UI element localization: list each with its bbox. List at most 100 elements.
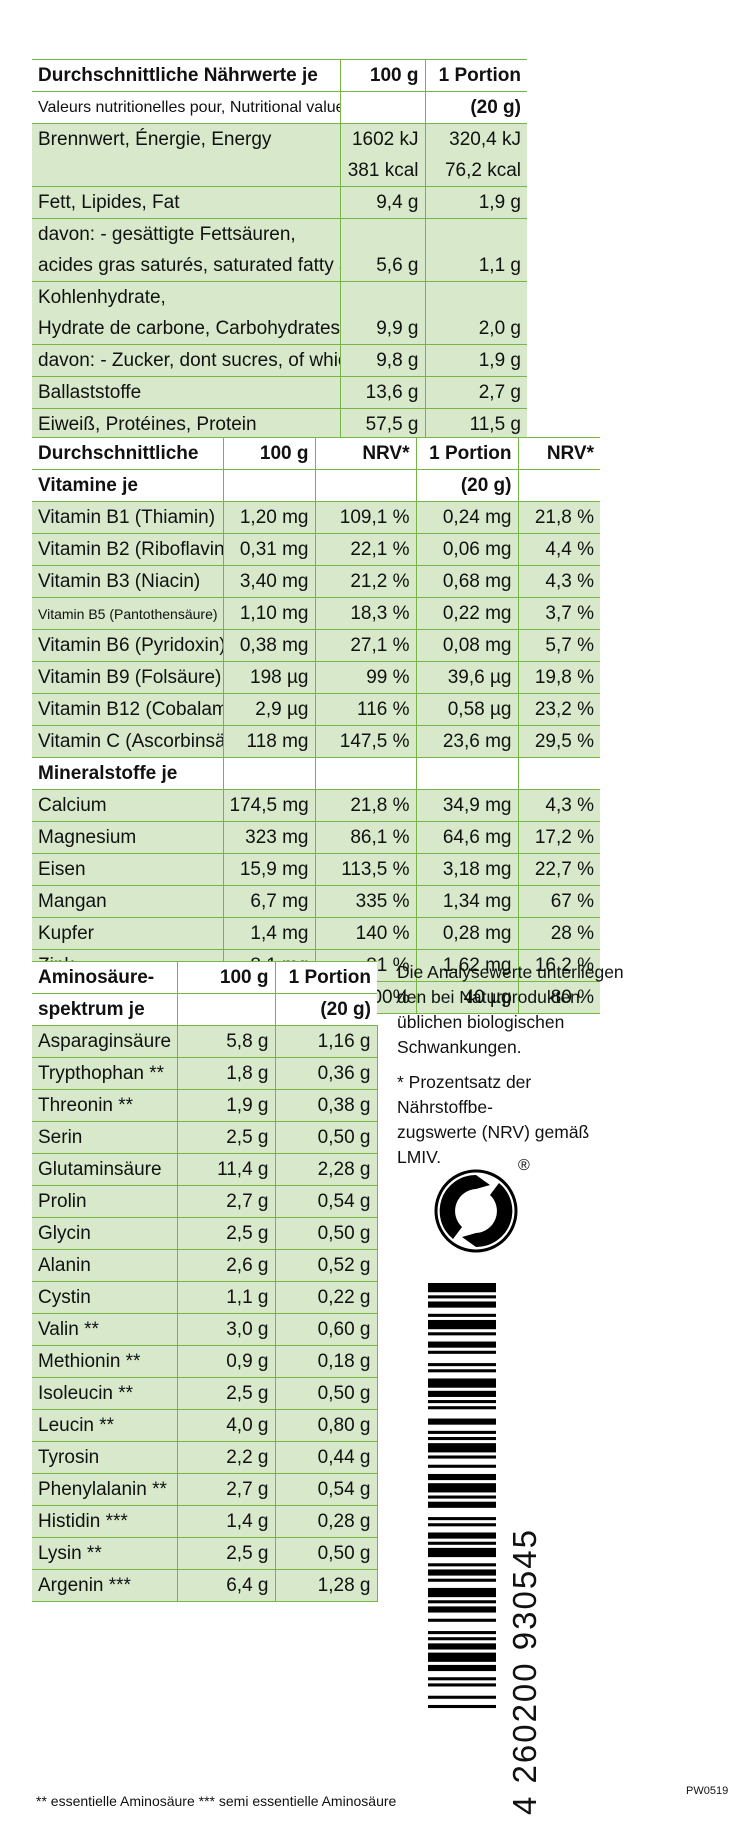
value-100g: 9,9 g [339, 313, 425, 345]
mineral-row: Calcium 174,5 mg 21,8 % 34,9 mg 4,3 % [32, 789, 600, 822]
value-100g: 2,5 g [176, 1217, 275, 1250]
amino-row: Tyrosin 2,2 g 0,44 g [32, 1441, 378, 1474]
value-100g: 15,9 mg [222, 853, 315, 886]
barcode-bar [428, 1547, 496, 1558]
value-100g: 0,9 g [176, 1345, 275, 1378]
analysis-note-line: den bei Naturprodukten [397, 987, 580, 1007]
header-empty [222, 469, 315, 502]
barcode-bar [428, 1430, 496, 1434]
header-title: spektrum je [32, 993, 177, 1026]
value-nrv-portion: 29,5 % [517, 725, 600, 758]
barcode-bar [428, 1677, 496, 1681]
amino-row: Methionin ** 0,9 g 0,18 g [32, 1345, 378, 1378]
value-100g: 0,31 mg [222, 533, 315, 566]
value-100g [339, 218, 425, 250]
barcode-bar [428, 1363, 496, 1367]
nutrition-row: Ballaststoffe 13,6 g 2,7 g [32, 376, 527, 409]
value-portion: 1,62 mg [415, 949, 518, 982]
value-100g: 13,6 g [339, 376, 425, 409]
value-100g: 2,7 g [176, 1473, 275, 1506]
amino-header-row: spektrum je (20 g) [32, 993, 377, 1026]
amino-row: Prolin 2,7 g 0,54 g [32, 1185, 378, 1218]
value-100g: 9,8 g [339, 344, 425, 377]
green-dot-recycling-icon [434, 1169, 518, 1253]
mineral-row: Kupfer 1,4 mg 140 % 0,28 mg 28 % [32, 917, 600, 950]
barcode: 4 260200 930545 [428, 1275, 568, 1815]
value-portion [424, 218, 527, 250]
nutrient-label [32, 155, 340, 187]
barcode-bar [428, 1341, 496, 1348]
mineral-name: Mangan [32, 885, 223, 918]
nutrition-row: Brennwert, Énergie, Energy 1602 kJ 320,4 k… [32, 123, 527, 155]
header-title: Durchschnittliche Nährwerte je [32, 59, 340, 92]
nutrient-label: Fett, Lipides, Fat [32, 186, 340, 219]
amino-row: Trypthophan ** 1,8 g 0,36 g [32, 1057, 378, 1090]
barcode-bars [428, 1283, 496, 1709]
amino-name: Cystin [32, 1281, 177, 1314]
amino-name: Glycin [32, 1217, 177, 1250]
barcode-bar [428, 1464, 496, 1468]
vitamin-name: Vitamin B12 (Cobalamin) [32, 693, 223, 726]
header-100g: 100 g [222, 437, 315, 470]
product-code: PW0519 [686, 1785, 729, 1797]
analysis-note-line: Schwankungen. [397, 1037, 522, 1057]
barcode-bar [428, 1369, 496, 1373]
header-100g: 100 g [339, 59, 425, 92]
value-portion: 0,36 g [274, 1057, 378, 1090]
barcode-bar [428, 1695, 496, 1699]
value-nrv-portion: 80 % [517, 981, 600, 1014]
mineral-name: Magnesium [32, 821, 223, 854]
value-nrv: 99 % [314, 661, 416, 694]
value-100g: 57,5 g [339, 408, 425, 441]
value-portion: 0,50 g [274, 1537, 378, 1570]
header-subtitle: Valeurs nutritionelles pour, Nutritional… [32, 91, 340, 124]
barcode-bar [428, 1378, 496, 1388]
value-100g: 381 kcal [339, 155, 425, 187]
mineral-name: Kupfer [32, 917, 223, 950]
nutrient-label: Eiweiß, Protéines, Protein [32, 408, 340, 441]
value-portion: 0,22 mg [415, 597, 518, 630]
value-portion: 2,0 g [424, 313, 527, 345]
value-100g: 6,7 mg [222, 885, 315, 918]
value-nrv: 27,1 % [314, 629, 416, 662]
barcode-bar [428, 1283, 496, 1293]
value-portion: 1,16 g [274, 1025, 378, 1058]
header-portion-size: (20 g) [274, 993, 377, 1026]
value-100g: 1,8 g [176, 1057, 275, 1090]
value-portion: 1,1 g [424, 250, 527, 282]
value-portion: 0,50 g [274, 1377, 378, 1410]
value-nrv: 109,1 % [314, 501, 416, 534]
value-portion: 23,6 mg [415, 725, 518, 758]
nutrient-label: Ballaststoffe [32, 376, 340, 409]
barcode-bar [428, 1569, 496, 1576]
amino-row: Phenylalanin ** 2,7 g 0,54 g [32, 1473, 378, 1506]
value-100g: 1602 kJ [339, 123, 425, 155]
vitamin-row: Vitamin B3 (Niacin) 3,40 mg 21,2 % 0,68 mg 4… [32, 565, 600, 598]
barcode-bar [428, 1495, 496, 1499]
value-100g: 174,5 mg [222, 789, 315, 822]
value-portion: 0,28 mg [415, 917, 518, 950]
barcode-bar [428, 1652, 496, 1662]
header-portion-size: (20 g) [415, 469, 518, 502]
value-nrv-portion: 21,8 % [517, 501, 600, 534]
amino-row: Leucin ** 4,0 g 0,80 g [32, 1409, 378, 1442]
amino-name: Methionin ** [32, 1345, 177, 1378]
value-100g: 5,6 g [339, 250, 425, 282]
value-portion: 1,9 g [424, 344, 527, 377]
value-100g: 2,5 g [176, 1537, 275, 1570]
value-100g: 9,4 g [339, 186, 425, 219]
amino-name: Prolin [32, 1185, 177, 1218]
value-portion: 1,28 g [274, 1569, 378, 1602]
nutrition-row: Kohlenhydrate, [32, 281, 527, 313]
vitamin-header-row: Durchschnittliche 100 g NRV* 1 Portion NRV* [32, 437, 600, 470]
nutrient-label: Brennwert, Énergie, Energy [32, 123, 340, 155]
amino-row: Lysin ** 2,5 g 0,50 g [32, 1537, 378, 1570]
value-100g: 11,4 g [176, 1153, 275, 1186]
value-100g: 2,6 g [176, 1249, 275, 1282]
nutrition-row: Hydrate de carbone, Carbohydrates 9,9 g 2,… [32, 313, 527, 345]
nutrition-row: davon: - Zucker, dont sucres, of which s… [32, 344, 527, 377]
value-portion: 1,34 mg [415, 885, 518, 918]
value-nrv: 113,5 % [314, 853, 416, 886]
